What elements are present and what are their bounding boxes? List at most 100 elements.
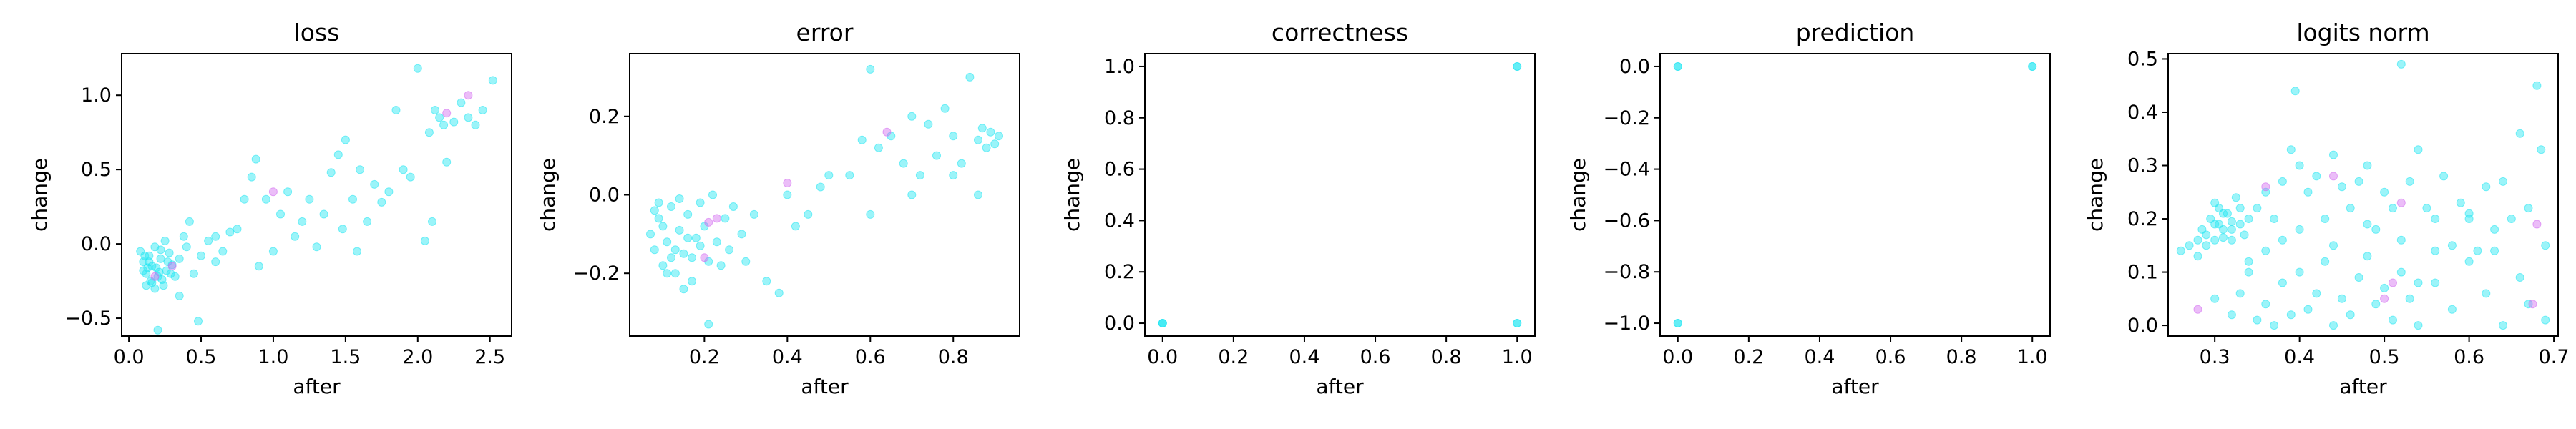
y-tick-label: 0.8: [1104, 107, 1135, 129]
point: [194, 317, 203, 326]
panel-2: 0.0 0.2 0.4 0.6 0.8 1.0 0.0 0.2 0.4 0.6 0.8 1.0 corr…: [1060, 19, 1536, 398]
point: [2312, 289, 2321, 298]
y-tick-label: 0.2: [589, 106, 620, 128]
point: [254, 262, 263, 271]
point: [2389, 204, 2397, 213]
y-tick-label: 0.6: [1104, 159, 1135, 181]
x-tick-label: 2.0: [402, 346, 433, 368]
point: [924, 119, 933, 129]
x-tick-label: 0.8: [1946, 346, 1977, 368]
point: [2244, 267, 2253, 277]
point: [2329, 172, 2338, 181]
point: [2295, 161, 2304, 170]
point: [341, 135, 350, 144]
point: [2354, 273, 2363, 282]
x-tick-label: 0.7: [2539, 346, 2570, 368]
point: [2363, 252, 2372, 261]
point: [356, 165, 365, 174]
point: [233, 225, 242, 234]
x-tick-label: 0.0: [1662, 346, 1693, 368]
x-tick-label: 0.0: [114, 346, 145, 368]
point: [2210, 294, 2220, 303]
point: [683, 233, 693, 242]
point: [160, 236, 170, 245]
point: [2541, 241, 2550, 250]
point: [2219, 233, 2228, 242]
x-axis-label: after: [2339, 375, 2387, 398]
point: [691, 233, 701, 242]
chart-title: prediction: [1796, 19, 1915, 46]
point: [1513, 62, 1522, 71]
panel-1: 0.2 0.4 0.6 0.8 −0.2 0.0 0.2 error after change: [536, 19, 1020, 398]
point: [338, 225, 347, 234]
y-tick-label: 0.1: [2127, 262, 2158, 284]
point: [915, 171, 924, 180]
y-tick-label: −1.0: [1603, 312, 1650, 335]
x-tick-label: 2.5: [474, 346, 505, 368]
x-tick-label: 0.6: [855, 346, 886, 368]
point: [179, 232, 188, 241]
point: [2414, 145, 2423, 154]
point: [995, 132, 1003, 141]
point: [2447, 241, 2457, 250]
point: [377, 197, 386, 207]
y-tick-label: 0.0: [1619, 56, 1650, 78]
point: [2541, 315, 2550, 325]
point: [2389, 315, 2397, 325]
point: [688, 277, 696, 286]
point: [654, 214, 663, 223]
point: [728, 202, 738, 211]
point: [940, 104, 950, 113]
point: [899, 159, 908, 168]
point: [824, 171, 834, 180]
point: [932, 151, 941, 160]
point: [2329, 321, 2338, 330]
point: [268, 247, 278, 256]
point: [146, 277, 155, 286]
point: [155, 267, 164, 277]
point: [2231, 193, 2240, 202]
point: [2278, 177, 2287, 186]
x-tick-label: 1.5: [330, 346, 361, 368]
panel-0: 0.0 0.5 1.0 1.5 2.0 2.5−0.50.00.51.0lossafter…: [28, 19, 512, 398]
point: [2396, 59, 2406, 69]
point: [283, 187, 293, 197]
point: [957, 159, 966, 168]
y-tick-label: 0.0: [589, 184, 620, 207]
point: [1673, 62, 1682, 71]
point: [197, 251, 205, 260]
point: [721, 214, 730, 223]
point: [2363, 220, 2372, 229]
point: [442, 109, 452, 118]
point: [189, 269, 198, 278]
point: [2303, 305, 2313, 314]
point: [2528, 300, 2537, 309]
point: [2371, 225, 2381, 234]
point: [449, 117, 459, 127]
point: [2235, 204, 2245, 213]
point: [2389, 278, 2397, 287]
point: [725, 245, 734, 255]
point: [791, 222, 800, 231]
point: [152, 263, 161, 272]
y-tick-label: −0.5: [64, 307, 112, 330]
y-tick-label: 0.5: [2127, 48, 2158, 70]
y-tick-label: −0.4: [1603, 159, 1650, 181]
point: [175, 291, 184, 300]
x-tick-label: 0.2: [1218, 346, 1249, 368]
point: [305, 194, 314, 204]
point: [2270, 214, 2279, 223]
point: [156, 254, 165, 263]
point: [965, 72, 975, 82]
point: [2499, 321, 2507, 330]
point: [2202, 241, 2211, 250]
point: [696, 198, 705, 207]
point: [783, 190, 792, 199]
point: [2193, 252, 2202, 261]
point: [170, 272, 180, 281]
x-tick-label: 0.2: [1733, 346, 1764, 368]
x-tick-label: 0.5: [2369, 346, 2400, 368]
point: [670, 269, 680, 278]
point: [2235, 220, 2245, 229]
